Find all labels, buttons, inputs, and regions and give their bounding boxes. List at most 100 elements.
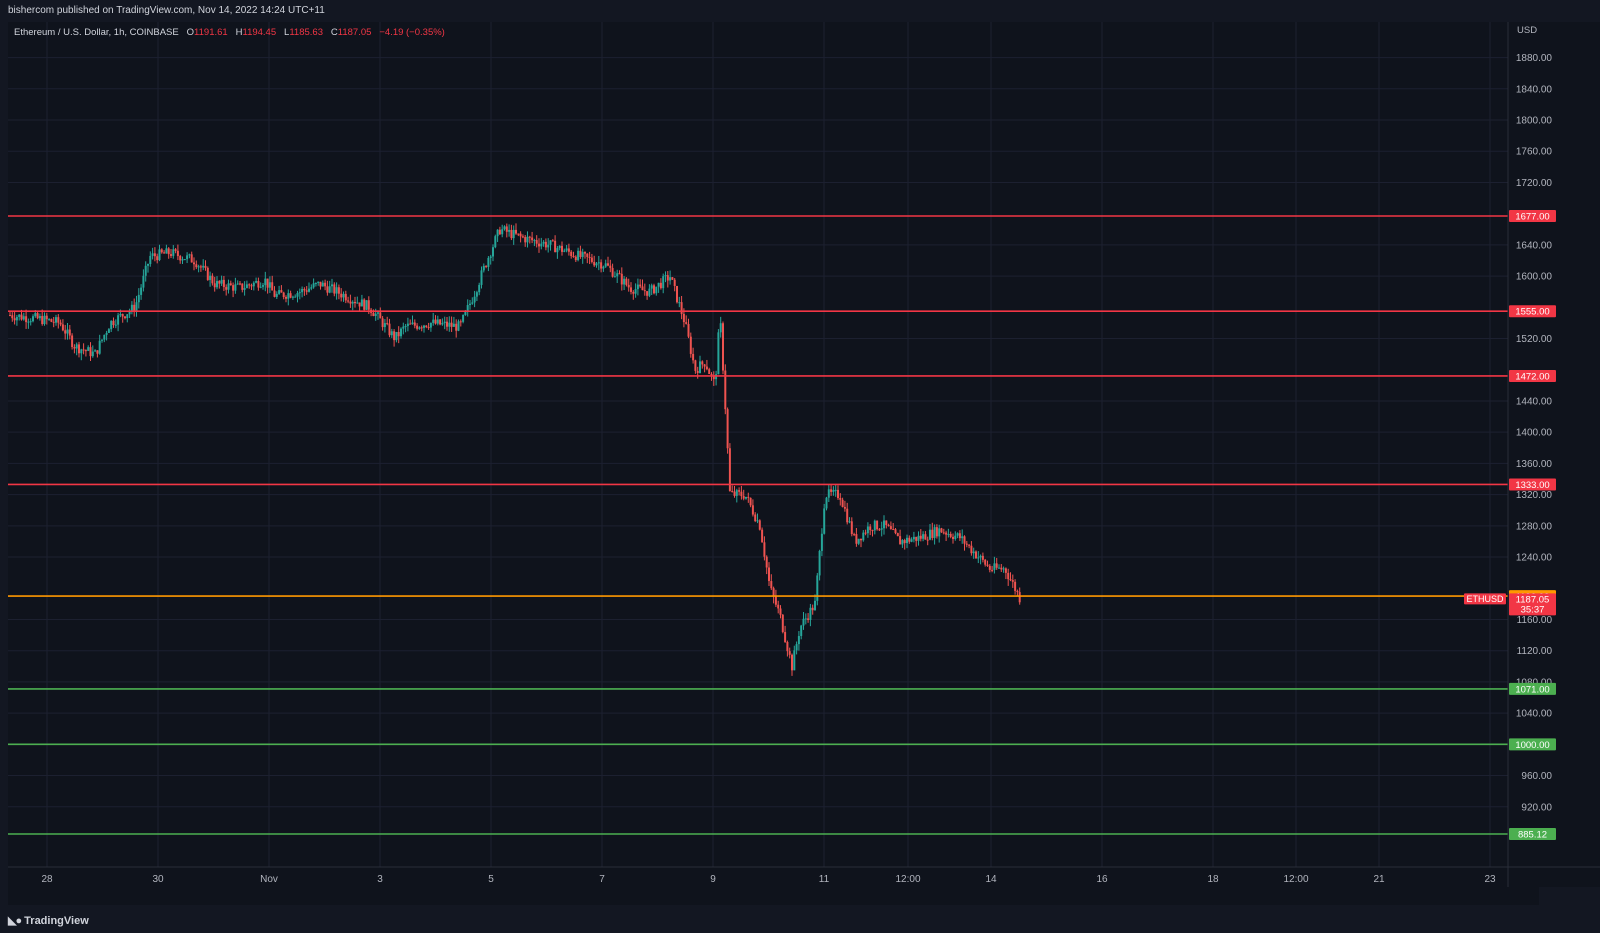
close-label: C — [330, 27, 338, 38]
candle-body — [68, 329, 71, 336]
candle-body — [1014, 581, 1017, 591]
candle-body — [804, 618, 807, 620]
time-axis[interactable] — [8, 887, 1539, 905]
candle-body — [73, 347, 76, 349]
level-price-tag — [1509, 682, 1556, 695]
candle-body — [889, 526, 892, 530]
price-tick-label: 960.00 — [1521, 771, 1552, 782]
current-price-label: 1187.05 — [1516, 594, 1550, 605]
candle-body — [588, 256, 591, 258]
candle-body — [411, 322, 414, 324]
candle-body — [673, 279, 676, 286]
candle-body — [528, 236, 531, 238]
candle-body — [372, 312, 375, 317]
candle-body — [124, 316, 126, 319]
candle-body — [199, 266, 202, 268]
candle-body — [61, 324, 64, 331]
time-tick-label: 9 — [710, 874, 716, 885]
candle-body — [255, 281, 258, 283]
candle-body — [749, 497, 752, 506]
candle-body — [751, 505, 754, 515]
candle-body — [871, 530, 874, 532]
candle-body — [13, 318, 16, 321]
candle-body — [869, 526, 872, 531]
candle-body — [489, 256, 492, 258]
candle-body — [216, 281, 218, 288]
candle-body — [328, 286, 331, 293]
candle-body — [151, 253, 154, 256]
candle-body — [678, 302, 681, 304]
candle-body — [98, 340, 101, 354]
candle-body — [409, 323, 412, 325]
candle-body — [510, 229, 513, 239]
candle-body — [252, 282, 255, 287]
time-tick-label: 3 — [377, 874, 383, 885]
candle-body — [250, 285, 253, 287]
candle-body — [816, 575, 819, 601]
candle-body — [222, 279, 225, 288]
candle-body — [754, 514, 757, 522]
published-header: bishercom published on TradingView.com, … — [0, 0, 1600, 22]
candle-body — [301, 289, 304, 293]
candle-body — [101, 339, 103, 341]
price-tick-label: 920.00 — [1521, 802, 1552, 813]
candle-body — [1002, 568, 1005, 570]
candle-body — [873, 520, 876, 531]
candle-body — [984, 559, 987, 565]
candle-body — [581, 252, 584, 257]
candle-body — [112, 320, 115, 326]
candle-body — [896, 533, 899, 537]
candle-body — [386, 323, 389, 325]
candle-body — [381, 318, 384, 328]
candle-body — [291, 296, 294, 298]
candle-body — [623, 278, 626, 285]
price-tick-label: 1520.00 — [1516, 334, 1553, 345]
candle-body — [135, 302, 138, 312]
time-tick-label: Nov — [260, 874, 278, 885]
candle-body — [505, 226, 508, 232]
candle-body — [862, 532, 865, 541]
candle-body — [584, 252, 586, 254]
candle-body — [703, 364, 706, 367]
candle-body — [494, 236, 497, 248]
candle-body — [724, 370, 727, 410]
candle-body — [492, 247, 494, 257]
candle-body — [609, 265, 612, 268]
candle-body — [174, 249, 177, 251]
candle-body — [245, 284, 248, 289]
candle-body — [956, 533, 959, 536]
candle-body — [443, 321, 446, 324]
bottom-bar — [0, 905, 1600, 933]
candle-body — [632, 291, 635, 294]
candle-body — [469, 303, 471, 306]
candle-body — [466, 305, 469, 311]
candle-body — [176, 250, 179, 257]
candle-body — [643, 290, 646, 292]
candle-body — [227, 283, 230, 290]
candle-body — [303, 289, 306, 291]
candle-body — [977, 557, 980, 559]
candle-body — [731, 490, 734, 492]
candle-body — [823, 508, 826, 534]
candle-body — [590, 257, 593, 262]
candle-body — [531, 237, 534, 241]
tradingview-logo[interactable]: ◣● TradingView — [8, 914, 89, 927]
candle-body — [779, 608, 782, 615]
candle-body — [841, 499, 844, 507]
candle-body — [687, 323, 690, 337]
candle-body — [236, 283, 239, 285]
time-tick-label: 7 — [599, 874, 605, 885]
candle-body — [666, 275, 669, 281]
candle-body — [556, 248, 559, 253]
candle-body — [655, 286, 658, 294]
candle-body — [439, 319, 442, 325]
candle-body — [363, 299, 366, 310]
candle-body — [43, 315, 46, 325]
candle-body — [149, 255, 152, 264]
price-tick-label: 1240.00 — [1516, 553, 1553, 564]
chart-area[interactable] — [8, 22, 1539, 887]
candle-body — [204, 265, 207, 268]
candle-body — [740, 491, 743, 497]
candle-body — [110, 320, 113, 330]
candle-body — [843, 506, 846, 509]
